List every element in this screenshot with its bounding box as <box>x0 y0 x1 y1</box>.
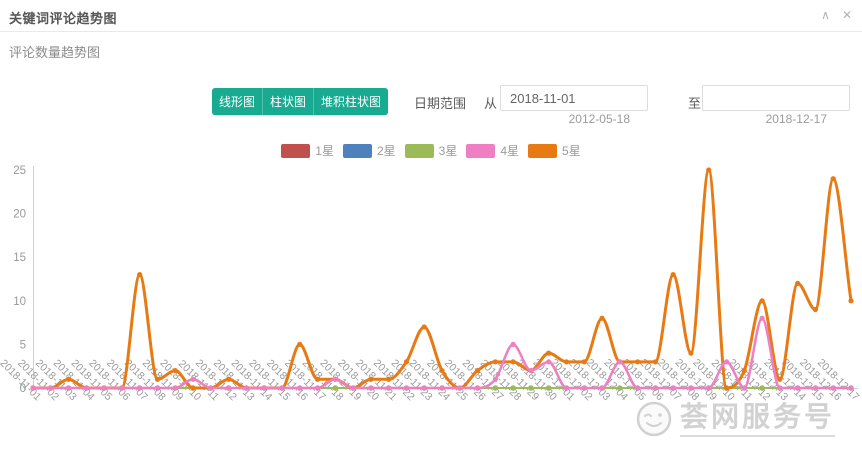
svg-text:25: 25 <box>13 165 26 177</box>
trend-line-chart: 0 5 10 15 20 25 2018-11-01 2018-11-02 2018-11-03… <box>0 160 862 456</box>
x-axis-labels: 2018-11-012018-11-022018-11-032018-11-04… <box>0 357 861 404</box>
to-date-input[interactable] <box>702 85 850 111</box>
legend-label: 5星 <box>562 144 581 158</box>
legend-label: 2星 <box>376 144 396 158</box>
legend-label: 1星 <box>315 144 334 158</box>
from-date-hint: 2012-05-18 <box>568 112 630 126</box>
chart-subtitle: 评论数量趋势图 <box>9 45 101 60</box>
date-range-label: 日期范围 <box>414 96 467 111</box>
svg-text:15: 15 <box>13 252 26 264</box>
svg-text:5: 5 <box>20 339 26 351</box>
svg-text:20: 20 <box>13 209 26 221</box>
legend-item-4-star[interactable]: 4星 <box>466 142 519 159</box>
panel-title: 关键词评论趋势图 <box>9 11 118 26</box>
legend-item-5-star[interactable]: 5星 <box>528 142 581 159</box>
chart-type-button-1[interactable]: 柱状图 <box>263 88 315 115</box>
legend-swatch <box>342 143 372 158</box>
chart-type-button-0[interactable]: 线形图 <box>212 88 264 115</box>
from-label: 从 <box>484 96 498 111</box>
panel-header: 关键词评论趋势图 ∧ ✕ <box>0 0 862 32</box>
legend-swatch <box>404 143 434 158</box>
axes <box>33 166 858 389</box>
legend-item-2-star[interactable]: 2星 <box>342 142 396 159</box>
to-label: 至 <box>688 96 702 111</box>
collapse-icon[interactable]: ∧ <box>821 8 830 22</box>
legend-item-3-star[interactable]: 3星 <box>404 142 458 159</box>
series-5星 <box>30 167 854 391</box>
legend-swatch <box>281 143 311 158</box>
legend-item-1-star[interactable]: 1星 <box>281 142 334 159</box>
legend-swatch <box>528 143 558 158</box>
legend-swatch <box>466 143 496 158</box>
chart-type-button-2[interactable]: 堆积柱状图 <box>314 88 389 115</box>
panel-header-icons: ∧ ✕ <box>821 7 852 23</box>
legend-label: 3星 <box>438 144 458 158</box>
chart-legend: 1星 2星 3星 4星 5星 <box>0 142 862 159</box>
chart-type-button-group: 线形图 柱状图 堆积柱状图 <box>212 88 389 115</box>
from-date-input[interactable] <box>500 85 648 111</box>
series-4星 <box>30 315 854 391</box>
to-date-hint: 2018-12-17 <box>765 112 827 126</box>
svg-text:10: 10 <box>13 296 26 308</box>
svg-text:0: 0 <box>20 383 26 395</box>
y-axis-labels: 0 5 10 15 20 25 <box>13 165 26 395</box>
legend-label: 4星 <box>500 144 520 158</box>
close-icon[interactable]: ✕ <box>841 8 852 22</box>
